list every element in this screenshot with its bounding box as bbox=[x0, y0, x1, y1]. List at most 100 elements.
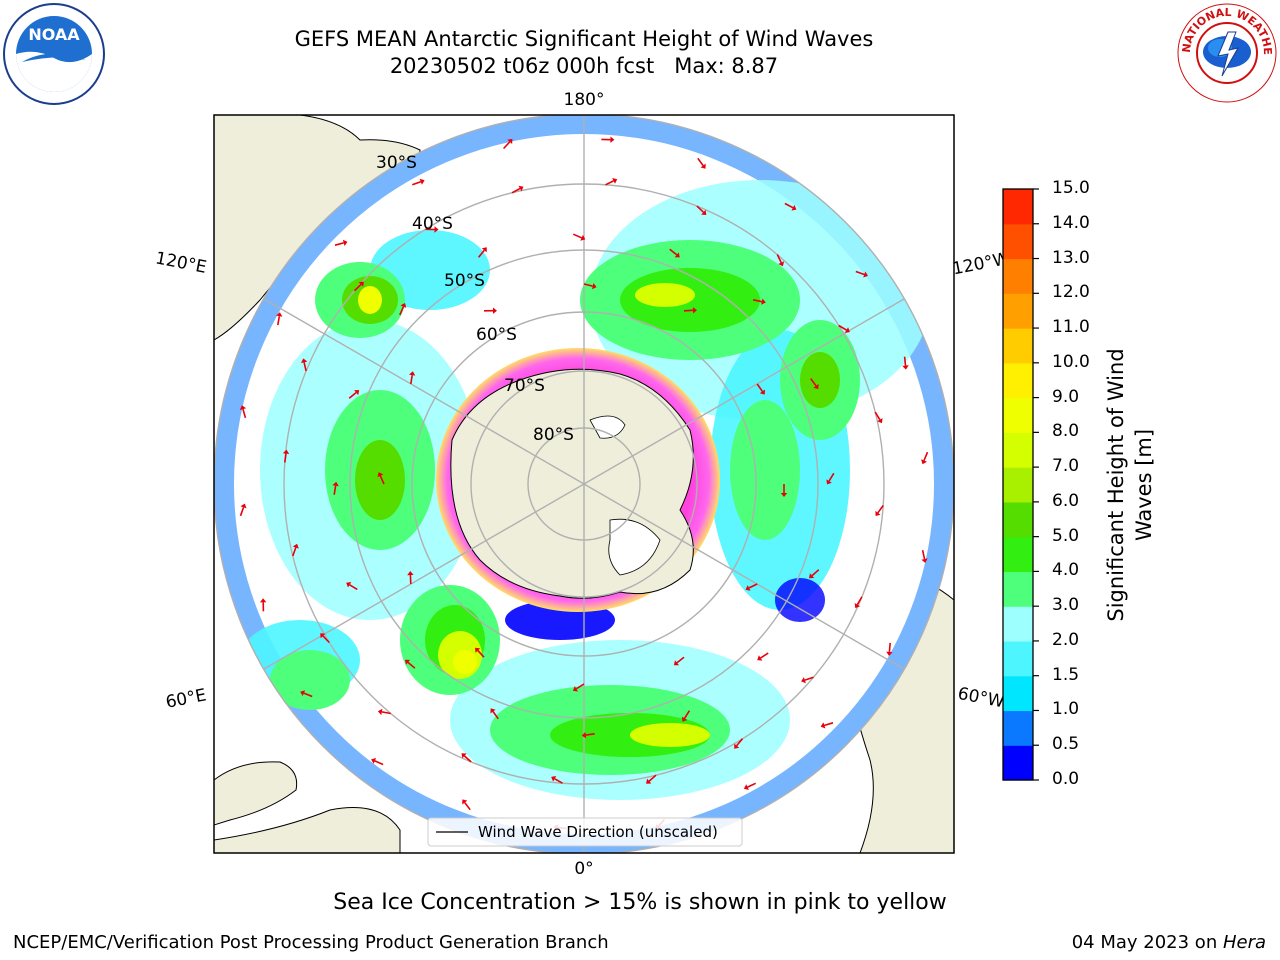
lon-label-60w: 60°W bbox=[956, 684, 1006, 713]
legend-box bbox=[427, 817, 743, 847]
sea-ice-note: Sea Ice Concentration > 15% is shown in … bbox=[333, 890, 947, 915]
wave-direction-arrow bbox=[756, 383, 765, 395]
wave-direction-arrow bbox=[780, 484, 788, 497]
lat-label-70: 70°S bbox=[504, 376, 545, 396]
colorbar-tick-label: 5.0 bbox=[1052, 525, 1080, 546]
lat-label-50: 50°S bbox=[444, 271, 485, 291]
wave-direction-arrow bbox=[776, 254, 785, 267]
wave-direction-arrow bbox=[353, 281, 364, 292]
wave-direction-arrow bbox=[696, 205, 707, 215]
wave-direction-arrow bbox=[583, 283, 597, 290]
lat-label-60: 60°S bbox=[476, 325, 517, 345]
colorbar-tick-label: 12.0 bbox=[1052, 282, 1090, 303]
colorbar-label-line2: Waves [m] bbox=[1132, 429, 1156, 541]
noaa-logo-text: NOAA bbox=[28, 25, 80, 44]
wave-direction-arrow bbox=[854, 596, 863, 609]
wave-direction-arrow bbox=[820, 722, 834, 729]
wave-direction-arrow bbox=[681, 710, 691, 722]
colorbar-tick-label: 7.0 bbox=[1052, 456, 1080, 477]
wave-direction-arrow bbox=[490, 708, 499, 720]
colorbar-segment bbox=[1003, 571, 1033, 607]
colorbar-tick-label: 13.0 bbox=[1052, 247, 1090, 268]
wave-direction-arrow bbox=[301, 358, 308, 372]
colorbar-segment bbox=[1003, 362, 1033, 399]
wave-direction-arrow bbox=[784, 202, 797, 211]
colorbar-segment bbox=[1003, 189, 1033, 225]
footer-credit: NCEP/EMC/Verification Post Processing Pr… bbox=[13, 932, 609, 953]
wave-direction-arrow bbox=[377, 472, 385, 485]
colorbar-tick-label: 14.0 bbox=[1052, 212, 1090, 233]
wave-direction-arrow bbox=[809, 569, 820, 579]
wave-direction-arrow bbox=[300, 690, 313, 698]
footer-date-text: 04 May 2023 on bbox=[1071, 932, 1223, 953]
legend-label: Wind Wave Direction (unscaled) bbox=[478, 823, 718, 841]
wave-direction-arrow bbox=[276, 312, 283, 326]
footer-host: Hera bbox=[1222, 932, 1266, 953]
wave-direction-arrow bbox=[239, 503, 247, 517]
colorbar-tick-label: 9.0 bbox=[1052, 386, 1080, 407]
colorbar-tick-label: 1.0 bbox=[1052, 699, 1080, 720]
wave-direction-arrow bbox=[902, 356, 909, 370]
lon-label-60e: 60°E bbox=[164, 685, 208, 712]
wave-direction-arrow bbox=[605, 178, 618, 186]
antarctica-landmass bbox=[450, 368, 694, 599]
colorbar-segment bbox=[1003, 432, 1033, 468]
wave-direction-arrow bbox=[334, 239, 348, 246]
colorbar-segment bbox=[1003, 536, 1033, 573]
chart-subtitle: 20230502 t06z 000h fcst Max: 8.87 bbox=[389, 54, 779, 78]
wave-direction-arrow bbox=[462, 799, 471, 811]
colorbar-segment bbox=[1003, 606, 1033, 642]
map-frame-contents: Wind Wave Direction (unscaled) bbox=[214, 115, 954, 853]
wave-direction-arrow bbox=[743, 782, 757, 790]
colorbar-segment bbox=[1003, 675, 1033, 712]
colorbar-segment bbox=[1003, 467, 1033, 503]
wave-direction-arrow bbox=[745, 583, 758, 591]
wave-direction-arrow bbox=[371, 758, 384, 766]
wave-direction-arrow bbox=[757, 652, 769, 661]
wave-direction-arrow bbox=[752, 298, 766, 305]
wave-direction-arrow bbox=[697, 157, 706, 169]
colorbar-tick-label: 0.0 bbox=[1052, 769, 1080, 789]
wave-direction-arrow bbox=[412, 178, 425, 186]
wave-direction-arrow bbox=[260, 598, 267, 612]
wave-direction-arrow bbox=[282, 449, 290, 463]
colorbar-segment bbox=[1003, 293, 1033, 329]
wave-direction-arrow bbox=[669, 248, 680, 258]
wave-direction-arrow bbox=[346, 582, 358, 591]
ross-ice-shelf bbox=[589, 415, 626, 439]
wave-direction-arrow bbox=[921, 550, 928, 563]
wave-direction-arrow bbox=[573, 683, 585, 692]
colorbar-segment bbox=[1003, 640, 1033, 677]
noaa-logo: NOAA bbox=[3, 3, 105, 105]
wave-direction-arrow bbox=[292, 543, 299, 557]
colorbar-segment bbox=[1003, 258, 1033, 294]
colorbar-segment bbox=[1003, 745, 1033, 781]
chart-title: GEFS MEAN Antarctic Significant Height o… bbox=[294, 27, 874, 51]
map-border bbox=[213, 114, 955, 854]
colorbar-tick-label: 10.0 bbox=[1052, 351, 1090, 372]
africa-landmass bbox=[214, 807, 401, 853]
nws-logo: NATIONAL WEATHER SERVICE bbox=[1176, 2, 1277, 103]
wave-direction-arrow bbox=[801, 676, 814, 684]
madagascar-landmass bbox=[214, 761, 298, 826]
footer-date: 04 May 2023 on Hera bbox=[1072, 932, 1266, 953]
colorbar-tick-label: 1.5 bbox=[1052, 664, 1080, 685]
colorbar-segment bbox=[1003, 710, 1033, 746]
colorbar-tick-label: 0.5 bbox=[1052, 734, 1080, 755]
lat-label-80: 80°S bbox=[533, 425, 574, 445]
wave-direction-arrow bbox=[683, 307, 697, 314]
colorbar-segment bbox=[1003, 223, 1033, 260]
wave-direction-arrow bbox=[239, 405, 247, 419]
wave-direction-arrow bbox=[581, 732, 595, 739]
colorbar-segment bbox=[1003, 397, 1033, 433]
lat-label-40: 40°S bbox=[412, 214, 453, 234]
colorbar-tick-marks bbox=[1033, 188, 1039, 781]
weddell-ice-shelf bbox=[608, 518, 661, 576]
wave-direction-arrow bbox=[551, 776, 563, 784]
wave-direction-arrow bbox=[886, 642, 893, 656]
wave-direction-arrow bbox=[875, 505, 884, 516]
colorbar-segment bbox=[1003, 328, 1033, 364]
wave-direction-arrow bbox=[405, 659, 416, 669]
wave-direction-arrow bbox=[425, 226, 439, 233]
wave-direction-arrow bbox=[399, 303, 407, 316]
